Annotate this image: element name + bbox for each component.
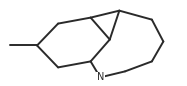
Text: N: N	[96, 72, 104, 82]
